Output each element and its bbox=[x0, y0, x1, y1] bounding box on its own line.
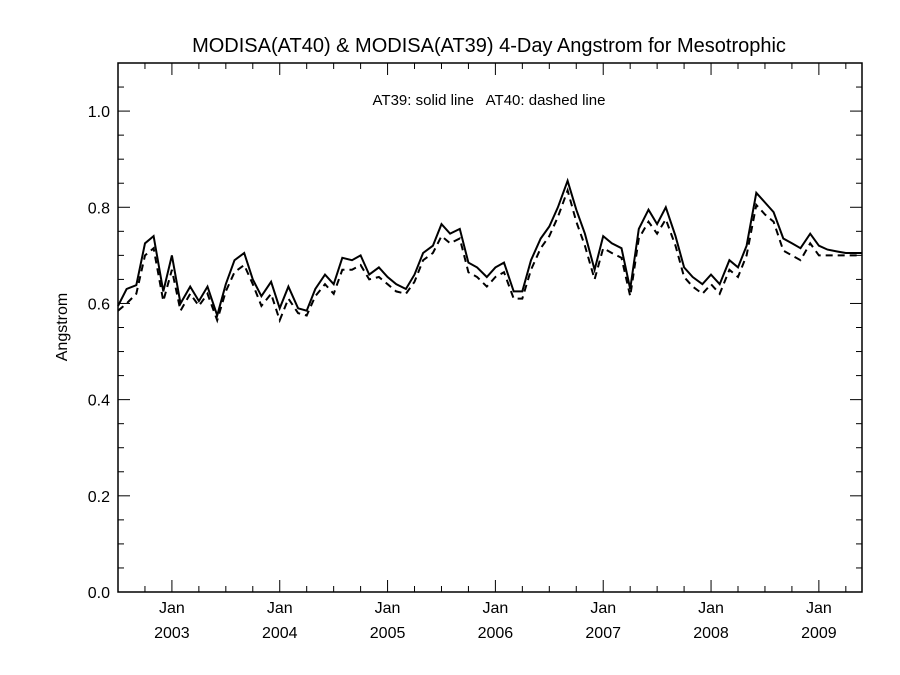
line-style-annotation: AT39: solid line AT40: dashed line bbox=[373, 92, 606, 109]
axis-ticks bbox=[117, 62, 862, 593]
y-axis-label: Angstrom bbox=[54, 293, 71, 361]
y-tick-label: 0.8 bbox=[88, 200, 110, 217]
x-tick-label-year: 2004 bbox=[262, 625, 298, 642]
x-tick-label-year: 2007 bbox=[585, 625, 621, 642]
series-line-at40 bbox=[117, 187, 862, 324]
x-tick-label-year: 2009 bbox=[801, 625, 837, 642]
series-lines bbox=[117, 177, 862, 324]
axis-tick-labels: 0.0 0.2 0.4 0.6 0.8 1.0 Jan 2003 Jan 2004 Jan 2005 J… bbox=[88, 104, 837, 642]
plot-frame bbox=[117, 62, 863, 593]
x-tick-label-month: Jan bbox=[482, 600, 508, 617]
x-tick-label-month: Jan bbox=[267, 600, 293, 617]
y-tick-label: 0.0 bbox=[88, 585, 110, 602]
chart-title: MODISA(AT40) & MODISA(AT39) 4-Day Angstr… bbox=[192, 35, 786, 57]
series-line-at39 bbox=[117, 177, 862, 319]
x-tick-label-month: Jan bbox=[375, 600, 401, 617]
x-tick-label-year: 2003 bbox=[154, 625, 190, 642]
y-tick-label: 1.0 bbox=[88, 104, 110, 121]
y-tick-label: 0.4 bbox=[88, 393, 110, 410]
x-tick-label-month: Jan bbox=[698, 600, 724, 617]
x-tick-label-year: 2008 bbox=[693, 625, 729, 642]
x-tick-label-month: Jan bbox=[590, 600, 616, 617]
y-tick-label: 0.6 bbox=[88, 296, 110, 313]
x-tick-label-year: 2005 bbox=[370, 625, 406, 642]
x-tick-label-month: Jan bbox=[159, 600, 185, 617]
y-tick-label: 0.2 bbox=[88, 489, 110, 506]
x-tick-label-month: Jan bbox=[806, 600, 832, 617]
x-tick-label-year: 2006 bbox=[478, 625, 514, 642]
